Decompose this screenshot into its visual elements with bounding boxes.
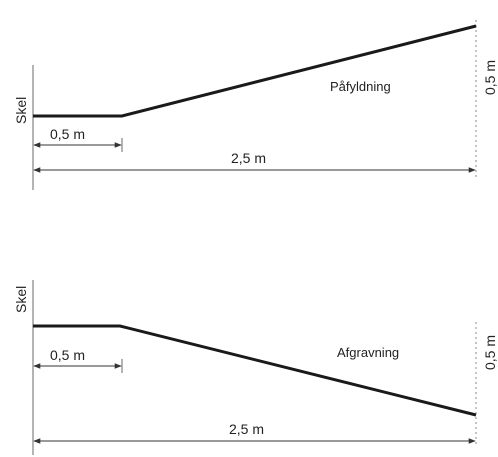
fill-short-dimension-label: 0,5 m	[50, 126, 85, 142]
fill-long-dimension-label: 2,5 m	[231, 150, 266, 166]
excavation-short-dimension-label: 0,5 m	[50, 347, 85, 363]
fill-area-label: Påfyldning	[330, 79, 391, 94]
fill-height-dimension-label: 0,5 m	[482, 60, 498, 95]
excavation-height-dimension-label: 0,5 m	[482, 335, 498, 370]
excavation-terrain-profile	[33, 324, 477, 417]
excavation-diagram: Skel Afgravning 0,5 m 0,5 m 2,5 m	[13, 280, 498, 455]
fill-terrain-profile	[33, 24, 477, 118]
excavation-area-label: Afgravning	[337, 345, 399, 360]
fill-diagram: Skel Påfyldning 0,5 m 0,5 m 2,5 m	[13, 20, 498, 190]
excavation-boundary-label: Skel	[13, 286, 29, 313]
excavation-long-dimension-label: 2,5 m	[229, 421, 264, 437]
fill-boundary-label: Skel	[13, 97, 29, 124]
